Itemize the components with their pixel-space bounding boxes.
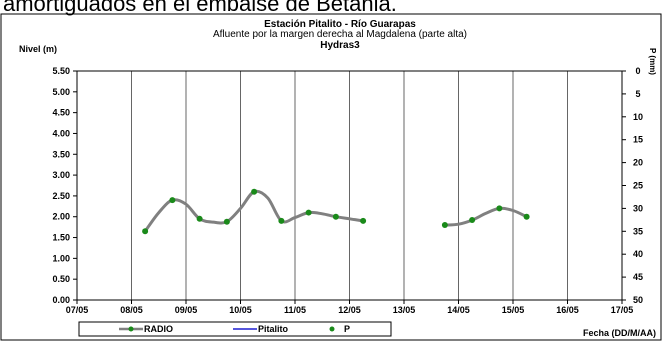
y-tick-label: 1.00 bbox=[52, 253, 70, 263]
y2-tick-label: 25 bbox=[633, 181, 643, 191]
series-point-p bbox=[142, 228, 149, 235]
y2-tick-label: 10 bbox=[633, 112, 643, 122]
grid-lines bbox=[131, 71, 568, 300]
y2-tick-label: 40 bbox=[633, 249, 643, 259]
x-tick-label: 09/05 bbox=[175, 305, 198, 315]
chart-frame bbox=[0, 13, 662, 341]
y-tick-label: 4.00 bbox=[52, 128, 70, 138]
y-tick-label: 3.00 bbox=[52, 170, 70, 180]
series-point-p bbox=[469, 217, 476, 224]
series-point-p bbox=[441, 222, 448, 229]
legend-label-p: P bbox=[344, 324, 350, 334]
series-point-p bbox=[332, 213, 339, 220]
y-tick-label: 5.00 bbox=[52, 87, 70, 97]
series-point-p bbox=[496, 205, 503, 212]
y2-axis-label: P (mm) bbox=[648, 48, 657, 75]
y-tick-label: 3.50 bbox=[52, 149, 70, 159]
legend: RADIO Pitalito P bbox=[78, 321, 392, 337]
chart-subtitle: Afluente por la margen derecha al Magdal… bbox=[213, 29, 467, 40]
y2-tick-label: 15 bbox=[633, 135, 643, 145]
y-tick-label: 4.50 bbox=[52, 108, 70, 118]
series-line-radio bbox=[443, 206, 529, 227]
x-tick-label: 12/05 bbox=[338, 305, 361, 315]
chart-subtitle-2: Hydras3 bbox=[320, 40, 360, 51]
x-axis: 07/05 08/05 09/05 10/05 11/05 12/05 13/05 14/05… bbox=[66, 300, 634, 315]
y2-axis: 0 5 10 15 20 25 30 35 40 45 50 bbox=[622, 66, 643, 305]
y-axis: 0.00 0.50 1.00 1.50 2.00 2.50 3.00 3.50 4.00 4.50… bbox=[52, 66, 77, 305]
x-tick-label: 08/05 bbox=[120, 305, 143, 315]
y2-tick-label: 45 bbox=[633, 272, 643, 282]
y-tick-label: 5.50 bbox=[52, 66, 70, 76]
series-point-p bbox=[223, 218, 230, 225]
series-point-p bbox=[278, 217, 285, 224]
legend-label-radio: RADIO bbox=[144, 324, 173, 334]
legend-marker-radio bbox=[128, 326, 134, 332]
legend-marker-p bbox=[329, 326, 335, 332]
series-point-p bbox=[305, 209, 312, 216]
y-tick-label: 2.50 bbox=[52, 191, 70, 201]
legend-item-radio: RADIO bbox=[119, 324, 173, 334]
series-point-p bbox=[169, 197, 176, 204]
x-tick-label: 17/05 bbox=[611, 305, 634, 315]
y2-tick-label: 5 bbox=[635, 89, 640, 99]
legend-label-pitalito: Pitalito bbox=[258, 324, 289, 334]
chart-title: Estación Pitalito - Río Guarapas bbox=[264, 19, 416, 30]
x-tick-label: 10/05 bbox=[229, 305, 252, 315]
y2-tick-label: 0 bbox=[635, 66, 640, 76]
y-tick-label: 0.00 bbox=[52, 295, 70, 305]
x-axis-label: Fecha (DD/M/AA) bbox=[583, 328, 656, 338]
y2-tick-label: 30 bbox=[633, 203, 643, 213]
y-axis-label: Nivel (m) bbox=[19, 44, 57, 54]
x-tick-label: 13/05 bbox=[393, 305, 416, 315]
page-header-text: amortiguados en el embalse de Betania. bbox=[3, 0, 397, 16]
series-point-p bbox=[251, 188, 258, 195]
legend-item-pitalito: Pitalito bbox=[233, 324, 289, 334]
x-tick-label: 16/05 bbox=[556, 305, 579, 315]
series-point-p bbox=[196, 215, 203, 222]
y2-tick-label: 35 bbox=[633, 226, 643, 236]
x-tick-label: 14/05 bbox=[447, 305, 470, 315]
legend-item-p: P bbox=[329, 324, 350, 334]
y2-tick-label: 20 bbox=[633, 158, 643, 168]
series-point-p bbox=[523, 213, 530, 220]
series-layer bbox=[142, 188, 530, 235]
x-tick-label: 15/05 bbox=[502, 305, 525, 315]
y-tick-label: 0.50 bbox=[52, 274, 70, 284]
x-tick-label: 11/05 bbox=[284, 305, 306, 315]
series-point-p bbox=[360, 217, 367, 224]
x-tick-label: 07/05 bbox=[66, 305, 89, 315]
y2-tick-label: 50 bbox=[633, 295, 643, 305]
y-tick-label: 2.00 bbox=[52, 212, 70, 222]
y-tick-label: 1.50 bbox=[52, 233, 70, 243]
